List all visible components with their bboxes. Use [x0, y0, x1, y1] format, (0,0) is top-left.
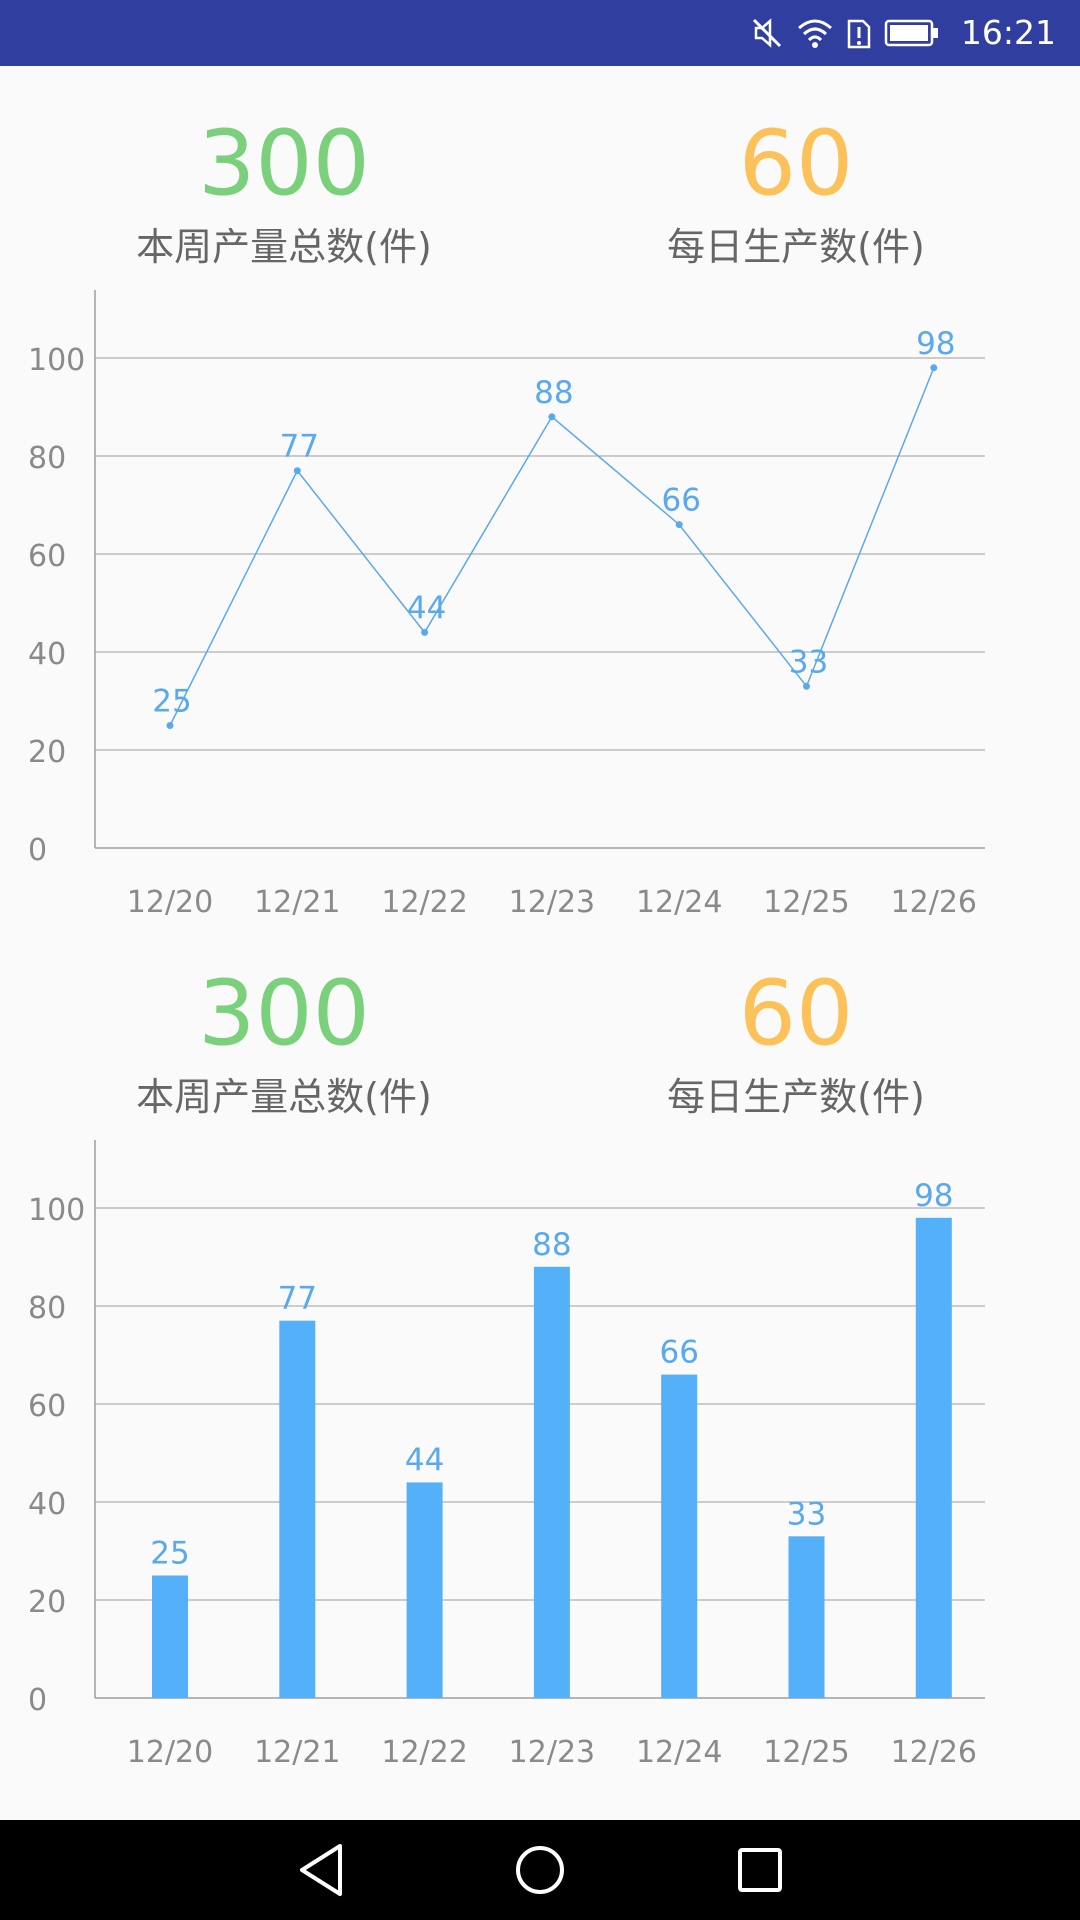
daily-output-stat: 60 每日生产数(件)	[576, 114, 1016, 272]
y-tick-label: 60	[28, 539, 66, 574]
recents-icon[interactable]	[728, 1838, 792, 1902]
data-point	[293, 467, 301, 475]
battery-icon	[884, 19, 938, 47]
data-point	[930, 364, 938, 372]
weekly-total-stat: 300 本周产量总数(件)	[64, 114, 504, 272]
data-point	[421, 628, 429, 636]
data-label: 88	[534, 375, 573, 411]
data-label: 66	[659, 1335, 698, 1371]
y-tick-label: 40	[28, 1487, 66, 1522]
y-tick-label: 100	[28, 1193, 85, 1228]
x-tick-label: 12/26	[891, 885, 977, 920]
x-tick-label: 12/25	[763, 1735, 849, 1770]
x-tick-label: 12/23	[509, 885, 595, 920]
bar	[406, 1482, 443, 1698]
daily-output-value: 60	[738, 111, 854, 216]
y-tick-label: 20	[28, 1585, 66, 1620]
daily-output-label: 每日生产数(件)	[667, 225, 925, 269]
data-label: 77	[278, 1281, 317, 1317]
x-tick-label: 12/26	[891, 1735, 977, 1770]
status-bar: 16:21	[0, 0, 1080, 66]
mute-icon	[752, 18, 782, 48]
sim-alert-icon	[847, 19, 871, 49]
bar	[788, 1536, 825, 1698]
weekly-total-label: 本周产量总数(件)	[136, 225, 432, 269]
y-tick-label: 20	[28, 735, 66, 770]
line-chart: 0 20 40 60 80 100 12/20 12/21 12/22 12/23 12/24 12/…	[28, 290, 985, 920]
weekly-total-stat-2: 300 本周产量总数(件)	[64, 964, 504, 1122]
daily-output-label-2: 每日生产数(件)	[667, 1075, 925, 1119]
data-label: 66	[661, 483, 700, 519]
y-tick-label: 0	[28, 1683, 47, 1718]
bar	[152, 1575, 188, 1698]
bar-chart: 0 20 40 60 80 100 12/20 12/21 12/22 12/23 12/24 12/…	[28, 1140, 985, 1770]
x-tick-label: 12/22	[381, 885, 467, 920]
bar	[915, 1217, 952, 1698]
home-icon[interactable]	[508, 1838, 572, 1902]
y-tick-label: 80	[28, 1291, 66, 1326]
x-tick-label: 12/21	[254, 885, 340, 920]
data-label: 98	[914, 1178, 953, 1214]
data-label: 77	[280, 429, 319, 465]
daily-output-stat-2: 60 每日生产数(件)	[576, 964, 1016, 1122]
y-tick-label: 60	[28, 1389, 66, 1424]
x-tick-label: 12/20	[127, 1735, 213, 1770]
data-label: 25	[152, 684, 191, 720]
status-time: 16:21	[960, 13, 1056, 52]
bar	[533, 1266, 570, 1698]
x-tick-label: 12/21	[254, 1735, 340, 1770]
data-label: 33	[787, 1496, 826, 1532]
x-tick-label: 12/22	[381, 1735, 467, 1770]
data-label: 44	[405, 1442, 444, 1478]
data-point	[803, 682, 810, 690]
navigation-bar	[0, 1820, 1080, 1920]
x-tick-label: 12/24	[636, 885, 722, 920]
y-tick-label: 40	[28, 637, 66, 672]
x-tick-label: 12/24	[636, 1735, 722, 1770]
status-icons	[750, 12, 940, 54]
x-tick-label: 12/20	[127, 885, 213, 920]
data-label: 25	[150, 1536, 189, 1572]
weekly-total-label-2: 本周产量总数(件)	[136, 1075, 432, 1119]
bar	[279, 1320, 316, 1698]
data-label: 98	[916, 326, 955, 362]
weekly-total-value-2: 300	[198, 961, 370, 1066]
y-tick-label: 0	[28, 833, 47, 868]
data-label: 88	[532, 1227, 571, 1263]
data-label: 33	[789, 644, 828, 680]
y-tick-label: 100	[28, 343, 85, 378]
data-point	[166, 722, 174, 729]
bar	[661, 1374, 698, 1698]
back-icon[interactable]	[290, 1838, 354, 1902]
x-tick-label: 12/25	[763, 885, 849, 920]
weekly-total-value: 300	[198, 111, 370, 216]
x-tick-label: 12/23	[509, 1735, 595, 1770]
data-point	[675, 521, 683, 529]
y-tick-label: 80	[28, 441, 66, 476]
daily-output-value-2: 60	[738, 961, 854, 1066]
data-label: 44	[407, 590, 446, 626]
wifi-icon	[798, 19, 832, 48]
data-point	[548, 413, 556, 421]
